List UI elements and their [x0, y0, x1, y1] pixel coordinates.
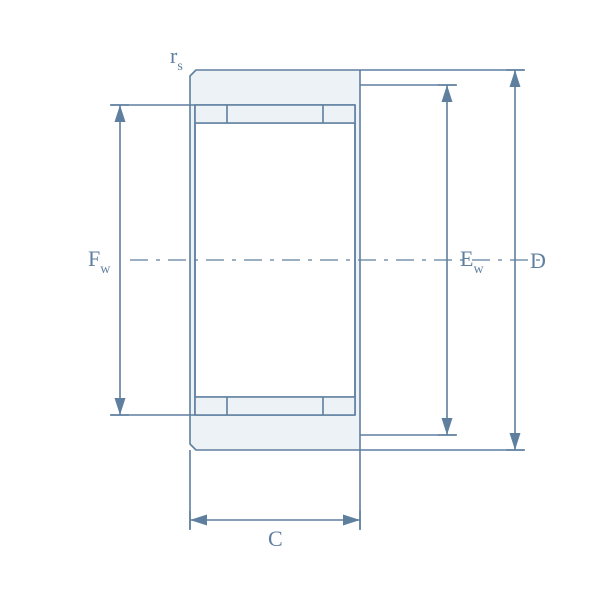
label-d: D [530, 250, 546, 272]
label-rs: rs [170, 45, 183, 72]
label-c: C [268, 528, 283, 550]
label-fw: Fw [88, 248, 110, 275]
label-ew: Ew [460, 248, 484, 275]
diagram-svg [0, 0, 600, 600]
bearing-dimension-diagram: rs Fw Ew D C [0, 0, 600, 600]
